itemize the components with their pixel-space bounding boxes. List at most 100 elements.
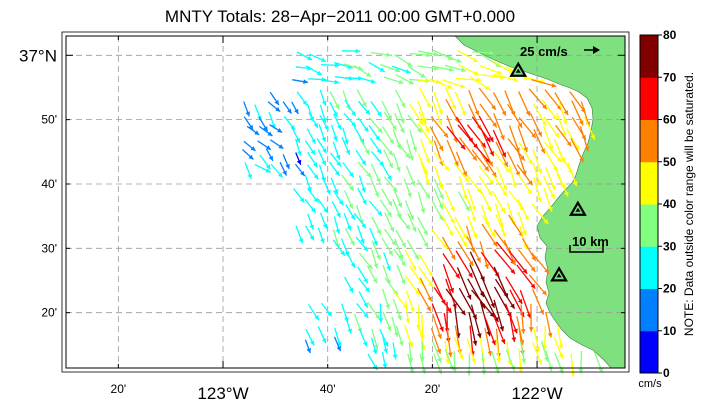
current-vector-head — [248, 154, 254, 160]
current-vector-head — [405, 68, 411, 74]
current-vector — [472, 50, 495, 56]
current-vector-head — [412, 226, 417, 232]
current-vector — [307, 213, 315, 230]
current-vector — [384, 228, 397, 246]
current-vector — [479, 103, 498, 128]
current-vector — [479, 65, 503, 75]
current-vector — [454, 91, 467, 116]
current-vector-head — [537, 168, 542, 174]
current-vector-shaft — [493, 266, 509, 299]
current-vector — [442, 264, 455, 294]
current-vector-head — [489, 136, 494, 143]
current-vector-shaft — [445, 288, 466, 316]
current-vector-shaft — [446, 139, 459, 167]
current-vector-head — [541, 120, 547, 126]
current-vector — [270, 139, 284, 150]
current-vector-shaft — [431, 303, 444, 332]
current-vector-head — [336, 212, 341, 218]
current-vector — [467, 215, 478, 239]
current-vector — [304, 339, 311, 354]
current-vector — [403, 178, 412, 198]
current-vector-head — [472, 233, 478, 239]
current-vector — [533, 128, 546, 154]
current-vector-head — [265, 164, 271, 170]
current-vector-head — [556, 156, 562, 162]
current-vector-head — [408, 79, 414, 85]
current-vector — [404, 200, 415, 221]
current-vector-head — [476, 77, 482, 83]
current-vector — [544, 166, 556, 191]
current-vector — [529, 112, 543, 137]
current-vector — [343, 190, 354, 209]
lon-tick-label: 122°W — [511, 384, 562, 403]
current-vector — [543, 125, 554, 151]
current-vector — [381, 288, 390, 310]
current-vector — [556, 112, 567, 137]
current-vector-head — [570, 371, 576, 377]
current-vector-head — [471, 358, 476, 364]
colorbar-swatch — [640, 35, 658, 78]
current-vector — [532, 342, 543, 366]
current-vector — [333, 113, 342, 131]
current-vector-head — [579, 157, 584, 163]
current-vector — [396, 264, 406, 285]
current-vector — [269, 124, 283, 134]
current-vector — [344, 315, 352, 334]
current-vector-head — [454, 161, 459, 167]
current-vector — [366, 265, 378, 284]
current-vector — [383, 111, 398, 131]
current-vector — [305, 225, 315, 241]
current-vector — [329, 161, 341, 177]
current-vector-shaft — [495, 141, 509, 168]
current-vector-shaft — [506, 151, 521, 177]
current-vector — [467, 188, 477, 212]
current-vector-shaft — [520, 304, 525, 334]
colorbar-swatch — [640, 161, 658, 205]
current-vector — [357, 117, 369, 133]
current-vector — [345, 204, 356, 221]
current-vector-shaft — [480, 274, 495, 309]
current-vector — [317, 198, 329, 214]
current-vector — [391, 65, 411, 74]
current-vector — [417, 287, 432, 312]
current-vector — [317, 149, 327, 166]
current-vector-head — [277, 172, 283, 178]
current-vector — [318, 124, 327, 143]
current-vector — [504, 303, 518, 334]
current-vector — [342, 127, 349, 145]
current-vector — [404, 249, 417, 271]
current-vector — [583, 116, 596, 141]
current-vector-head — [263, 126, 268, 132]
current-vector-head — [551, 184, 556, 191]
current-vector-head — [563, 191, 569, 197]
current-vector — [370, 337, 378, 355]
current-vector — [265, 148, 274, 162]
current-vector-head — [355, 48, 361, 54]
current-vector-shaft — [446, 115, 458, 143]
current-vector-head — [517, 298, 523, 304]
current-vector-shaft — [471, 289, 495, 318]
current-vector-head — [502, 232, 507, 238]
current-vector — [493, 174, 508, 197]
current-vector — [304, 198, 317, 214]
current-vector — [517, 199, 529, 221]
current-vector — [358, 76, 376, 84]
map-frame-outer — [61, 31, 630, 373]
current-vector — [433, 188, 444, 210]
current-vector — [433, 91, 443, 115]
lon-tick-label: 20' — [425, 382, 441, 396]
current-vector-head — [492, 122, 497, 128]
current-vector-head — [491, 340, 496, 346]
current-vector — [294, 163, 306, 177]
current-vector — [553, 336, 564, 359]
current-vector-head — [274, 99, 279, 105]
current-vector-head — [445, 359, 450, 365]
current-vector — [308, 112, 319, 129]
current-vector — [378, 303, 384, 323]
current-vector-head — [584, 146, 590, 152]
current-vector — [433, 178, 444, 200]
current-vector-head — [321, 137, 327, 143]
current-vector-head — [377, 210, 383, 216]
current-vector — [517, 249, 536, 273]
current-vector-head — [254, 130, 260, 135]
